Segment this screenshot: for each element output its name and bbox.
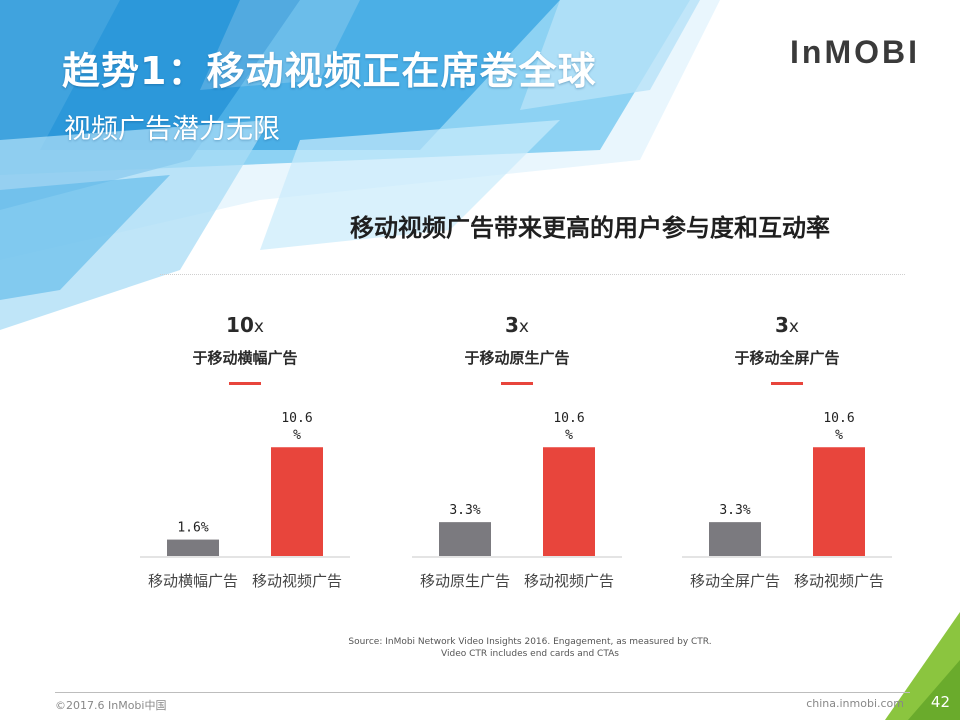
page-number: 42 xyxy=(930,693,950,711)
category-label: 移动视频广告 xyxy=(794,572,884,590)
bar-video-ad xyxy=(813,447,865,556)
category-label: 移动全屏广告 xyxy=(690,572,780,590)
data-label: 3.3% xyxy=(449,503,480,518)
dotted-divider xyxy=(160,274,905,275)
data-label: 3.3% xyxy=(719,503,750,518)
source-line-2: Video CTR includes end cards and CTAs xyxy=(441,649,619,659)
source-note: Source: InMobi Network Video Insights 20… xyxy=(300,636,760,660)
data-label: 10.6 xyxy=(823,411,854,426)
comparison-label: 于移动原生广告 xyxy=(464,349,569,367)
data-label: 10.6 xyxy=(553,411,584,426)
data-label: % xyxy=(565,428,573,443)
page-subtitle: 视频广告潜力无限 xyxy=(64,114,280,145)
accent-dash xyxy=(501,382,533,385)
data-label: % xyxy=(293,428,301,443)
chart-headline: 移动视频广告带来更高的用户参与度和互动率 xyxy=(350,214,830,242)
bar-baseline-ad xyxy=(167,539,219,556)
category-label: 移动横幅广告 xyxy=(148,572,238,590)
data-label: 1.6% xyxy=(177,521,208,536)
multiplier-label: 3x xyxy=(775,313,799,337)
accent-dash xyxy=(229,382,261,385)
category-label: 移动原生广告 xyxy=(420,572,510,590)
comparison-label: 于移动横幅广告 xyxy=(192,349,297,367)
inmobi-logo: InMOBI xyxy=(790,34,920,70)
data-label: 10.6 xyxy=(281,411,312,426)
accent-dash xyxy=(771,382,803,385)
bar-video-ad xyxy=(271,447,323,556)
bar-video-ad xyxy=(543,447,595,556)
data-label: % xyxy=(835,428,843,443)
category-label: 移动视频广告 xyxy=(252,572,342,590)
page-title: 趋势1：移动视频正在席卷全球 xyxy=(62,49,597,93)
source-line-1: Source: InMobi Network Video Insights 20… xyxy=(348,637,712,647)
comparison-label: 于移动全屏广告 xyxy=(734,349,839,367)
footer-site-link[interactable]: china.inmobi.com xyxy=(806,697,904,710)
footer-divider xyxy=(55,692,910,693)
multiplier-label: 3x xyxy=(505,313,529,337)
category-label: 移动视频广告 xyxy=(524,572,614,590)
multiplier-label: 10x xyxy=(226,313,264,337)
bar-baseline-ad xyxy=(709,522,761,556)
footer-copyright: ©2017.6 InMobi中国 xyxy=(55,699,167,712)
bar-baseline-ad xyxy=(439,522,491,556)
